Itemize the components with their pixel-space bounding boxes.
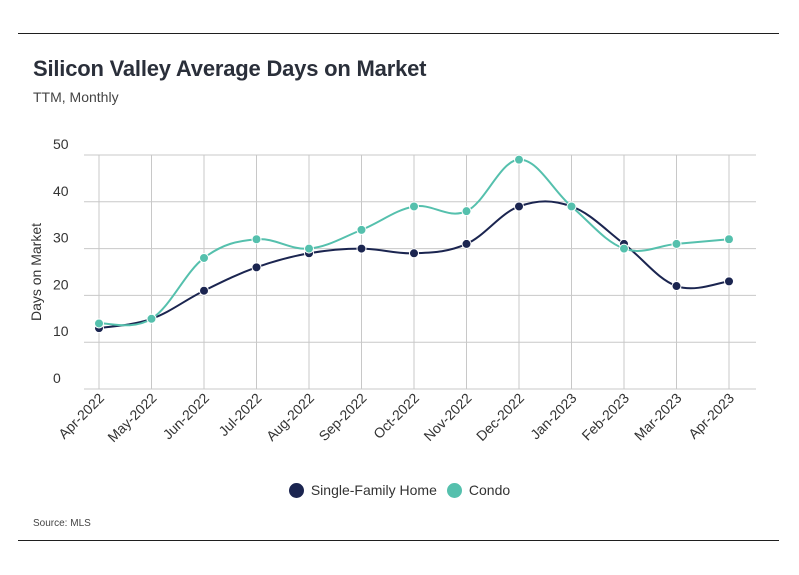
y-tick-label: 0 (53, 370, 61, 386)
legend-label-condo: Condo (468, 482, 511, 498)
x-tick-label: May-2022 (104, 390, 159, 445)
chart-title: Silicon Valley Average Days on Market (33, 56, 427, 81)
series-points (94, 154, 734, 334)
data-point-condo (566, 201, 577, 212)
y-tick-label: 10 (53, 323, 69, 339)
data-point-condo (199, 252, 209, 263)
legend-item-condo: Condo (446, 482, 511, 498)
y-tick-label: 40 (53, 183, 69, 199)
x-tick-label: Jan-2023 (527, 390, 580, 443)
x-tick-label: Aug-2022 (263, 390, 317, 444)
y-axis-label: Days on Market (28, 223, 44, 321)
top-rule (18, 33, 779, 34)
legend-label-single-family-home: Single-Family Home (310, 482, 437, 498)
data-point-condo (514, 154, 524, 165)
data-point-condo (146, 313, 157, 324)
legend-swatch-single-family-home (288, 482, 304, 498)
chart-subtitle: TTM, Monthly (33, 89, 119, 105)
data-point-single-family-home (251, 262, 262, 273)
data-point-condo (461, 206, 472, 217)
y-tick-label: 50 (53, 136, 69, 152)
x-tick-label: Jun-2022 (160, 390, 213, 443)
bottom-rule (18, 540, 779, 541)
data-point-condo (409, 201, 419, 212)
y-tick-label: 30 (53, 230, 69, 246)
data-point-single-family-home (461, 238, 472, 249)
y-tick-label: 20 (53, 276, 69, 292)
data-point-condo (94, 318, 104, 329)
data-point-single-family-home (409, 248, 419, 259)
data-point-single-family-home (356, 243, 367, 254)
x-tick-label: Apr-2023 (685, 390, 737, 442)
x-tick-label: Apr-2022 (55, 390, 107, 442)
data-point-condo (671, 238, 682, 249)
y-axis-ticks: 0 10 20 30 40 50 (53, 136, 69, 386)
x-tick-label: Jul-2022 (215, 390, 264, 439)
legend-swatch-condo (446, 482, 462, 498)
data-point-single-family-home (199, 285, 209, 296)
data-point-condo (251, 234, 262, 245)
data-point-condo (619, 243, 629, 254)
data-point-condo (356, 224, 367, 235)
x-tick-label: Nov-2022 (420, 390, 474, 444)
data-point-condo (304, 243, 314, 254)
legend: Single-Family Home Condo (0, 482, 799, 498)
x-tick-label: Sep-2022 (315, 390, 369, 444)
data-point-single-family-home (514, 201, 524, 212)
source-note: Source: MLS (33, 518, 91, 529)
data-point-single-family-home (671, 281, 682, 292)
x-tick-label: Dec-2022 (473, 390, 527, 444)
data-point-single-family-home (724, 276, 734, 287)
x-tick-label: Feb-2023 (578, 390, 632, 444)
grid-lines (84, 154, 756, 390)
x-tick-label: Oct-2022 (370, 390, 422, 442)
x-tick-label: Mar-2023 (631, 390, 685, 444)
legend-item-single-family-home: Single-Family Home (288, 482, 437, 498)
data-point-condo (724, 234, 734, 245)
